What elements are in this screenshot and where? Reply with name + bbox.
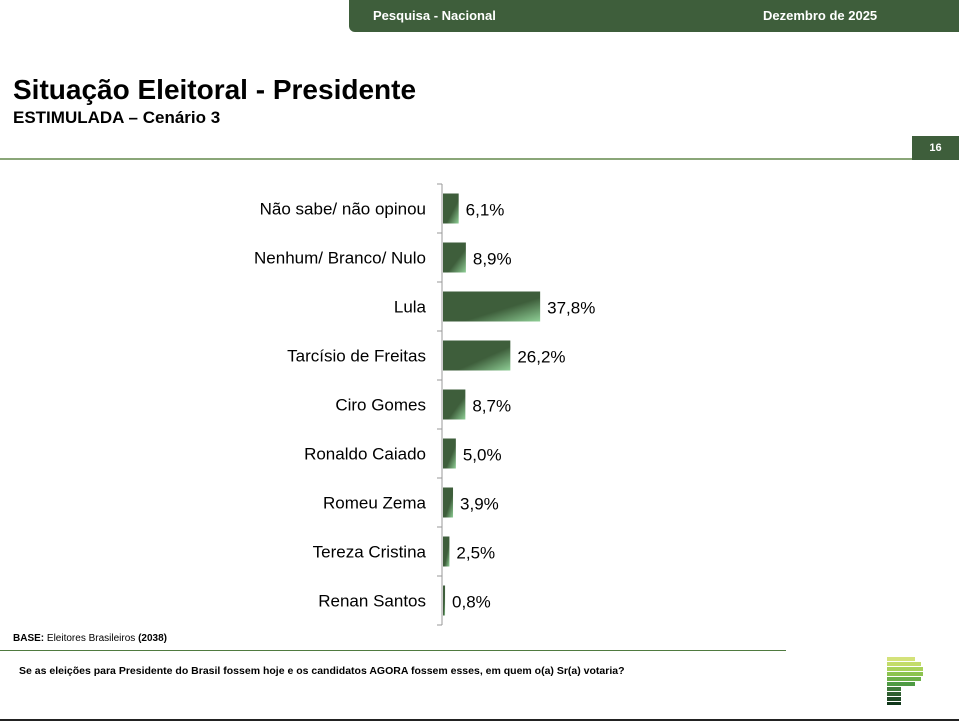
base-label: BASE: <box>13 633 45 644</box>
bar <box>443 536 450 567</box>
page-number: 16 <box>912 136 959 160</box>
data-label: 3,9% <box>460 495 499 514</box>
category-label: Ciro Gomes <box>335 396 426 415</box>
category-label: Renan Santos <box>318 592 426 611</box>
page-title: Situação Eleitoral - Presidente <box>13 74 417 105</box>
data-label: 26,2% <box>517 348 565 367</box>
data-label: 8,7% <box>472 397 511 416</box>
header-bar: Pesquisa - Nacional Dezembro de 2025 <box>349 0 959 32</box>
date-label: Dezembro de 2025 <box>763 8 878 23</box>
bar-chart: Não sabe/ não opinou 6,1% Nenhum/ Branco/ … <box>254 183 595 626</box>
bar <box>443 193 459 224</box>
survey-label: Pesquisa - Nacional <box>373 8 496 23</box>
bar <box>443 340 511 371</box>
base-count: (2038) <box>138 633 167 644</box>
category-label: Lula <box>394 298 427 317</box>
category-label: Romeu Zema <box>323 494 427 513</box>
category-label: Nenhum/ Branco/ Nulo <box>254 249 426 268</box>
bar <box>443 438 456 469</box>
divider <box>0 158 912 160</box>
category-label: Ronaldo Caiado <box>304 445 426 464</box>
divider <box>0 650 786 651</box>
category-label: Tarcísio de Freitas <box>287 347 426 366</box>
survey-question: Se as eleições para Presidente do Brasil… <box>19 665 625 677</box>
base-note: BASE: Eleitores Brasileiros (2038) <box>13 633 167 644</box>
base-text: Eleitores Brasileiros <box>46 633 136 644</box>
bar <box>443 585 446 616</box>
bar <box>443 487 454 518</box>
data-label: 0,8% <box>452 593 491 612</box>
bottom-border <box>0 719 959 721</box>
company-logo-icon <box>887 657 923 705</box>
data-label: 8,9% <box>473 250 512 269</box>
category-label: Tereza Cristina <box>313 543 427 562</box>
data-label: 2,5% <box>456 544 495 563</box>
page-subtitle: ESTIMULADA – Cenário 3 <box>13 108 221 127</box>
bar <box>443 291 541 322</box>
bar <box>443 242 466 273</box>
data-label: 5,0% <box>463 446 502 465</box>
category-label: Não sabe/ não opinou <box>260 200 426 219</box>
data-label: 6,1% <box>466 201 505 220</box>
bar <box>443 389 466 420</box>
data-label: 37,8% <box>547 299 595 318</box>
